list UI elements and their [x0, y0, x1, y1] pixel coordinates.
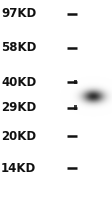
Text: 58KD: 58KD	[1, 41, 36, 55]
Text: 20KD: 20KD	[1, 130, 36, 143]
Bar	[73, 105, 76, 110]
Text: 40KD: 40KD	[1, 75, 36, 89]
Text: 14KD: 14KD	[1, 162, 36, 175]
Text: 97KD: 97KD	[1, 7, 36, 20]
Bar	[73, 80, 76, 84]
Text: 29KD: 29KD	[1, 101, 36, 114]
